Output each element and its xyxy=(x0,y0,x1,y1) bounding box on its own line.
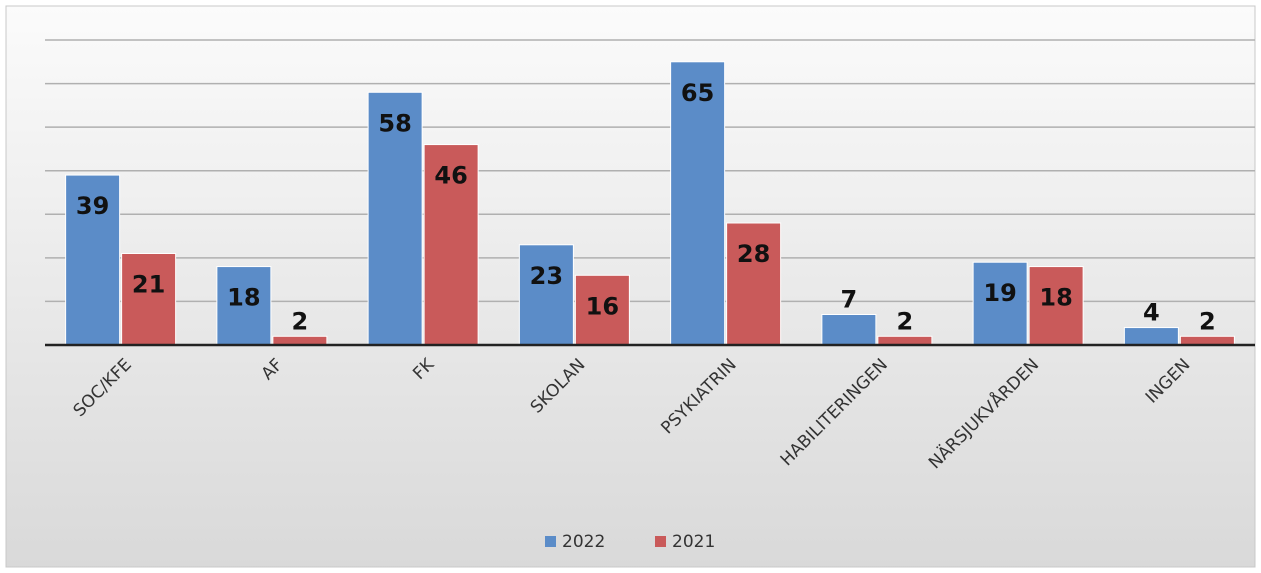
value-label: 58 xyxy=(378,109,411,137)
value-label: 18 xyxy=(227,284,260,312)
legend-label: 2021 xyxy=(672,532,715,552)
bar xyxy=(121,253,177,346)
bar xyxy=(877,335,933,346)
legend-swatch xyxy=(655,536,666,547)
value-label: 2 xyxy=(292,307,309,335)
value-label: 46 xyxy=(434,162,467,190)
legend-swatch xyxy=(545,536,556,547)
value-label: 39 xyxy=(76,192,109,220)
bar xyxy=(367,91,423,346)
value-label: 28 xyxy=(737,240,770,268)
value-label: 65 xyxy=(681,79,714,107)
bar xyxy=(518,244,574,346)
value-label: 7 xyxy=(841,286,858,314)
bar xyxy=(972,261,1028,346)
bar xyxy=(1123,327,1179,346)
legend-label: 2022 xyxy=(562,532,605,552)
bar xyxy=(1028,266,1084,346)
bar xyxy=(670,61,726,346)
bar xyxy=(272,335,328,346)
bar xyxy=(65,174,121,346)
value-label: 2 xyxy=(897,307,914,335)
bar xyxy=(821,314,877,346)
bar xyxy=(574,274,630,346)
value-label: 23 xyxy=(530,262,563,290)
bar xyxy=(423,144,479,346)
value-label: 21 xyxy=(132,271,165,299)
value-label: 18 xyxy=(1039,284,1072,312)
bar xyxy=(1179,335,1235,346)
bar xyxy=(216,266,272,346)
value-label: 19 xyxy=(983,279,1016,307)
value-label: 16 xyxy=(586,292,619,320)
value-label: 4 xyxy=(1143,299,1160,327)
value-label: 2 xyxy=(1199,307,1216,335)
